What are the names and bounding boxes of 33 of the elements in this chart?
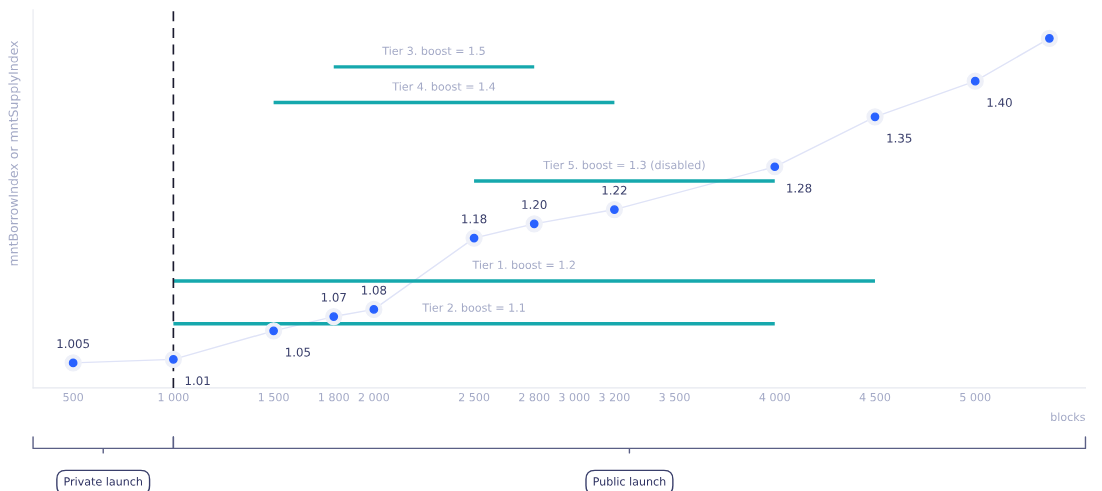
data-label: 1.35 — [887, 133, 912, 143]
x-tick-label: 500 — [63, 392, 84, 402]
series-label: Tier 3. boost = 1.5 — [382, 46, 485, 56]
series-label: Tier 5. boost = 1.3 (disabled) — [543, 160, 705, 171]
text: Private launch — [64, 477, 142, 486]
x-tick-label: 3 500 — [659, 392, 690, 402]
x-tick-label: 5 000 — [960, 392, 991, 402]
data-label: 1.28 — [787, 183, 812, 193]
x-tick-label: 4 000 — [759, 392, 790, 402]
text: Public launch — [593, 477, 666, 486]
data-label: 1.005 — [57, 339, 90, 349]
x-tick-label: 2 500 — [458, 392, 490, 402]
x-tick-label: 2 800 — [519, 392, 550, 402]
x-tick-label: 4 500 — [859, 392, 891, 402]
data-label: 1.18 — [462, 214, 487, 224]
data-label: 1.22 — [602, 185, 627, 195]
data-label: 1.40 — [987, 98, 1012, 107]
data-label: 1.07 — [321, 292, 346, 302]
data-label: 1.05 — [286, 347, 310, 357]
series-label: Tier 4. boost = 1.4 — [392, 82, 496, 91]
series-label: Tier 1. boost = 1.2 — [472, 260, 575, 270]
x-tick-label: 1 000 — [158, 392, 189, 402]
x-tick-label: 2 000 — [358, 392, 390, 402]
x-tick-label: 3 200 — [599, 392, 630, 402]
data-label: 1.01 — [185, 376, 210, 386]
data-label: 1.08 — [361, 285, 387, 295]
y-axis-title: mntBorrowIndex or mntSupplyIndex — [8, 40, 21, 266]
data-label: 1.20 — [522, 200, 547, 210]
x-tick-label: 1 800 — [319, 392, 349, 402]
series-label: Tier 2. boost = 1.1 — [422, 303, 525, 312]
x-tick-label: 1 500 — [258, 392, 289, 402]
x-axis-title: blocks — [1051, 412, 1085, 422]
x-tick-label: 3 000 — [559, 392, 590, 402]
